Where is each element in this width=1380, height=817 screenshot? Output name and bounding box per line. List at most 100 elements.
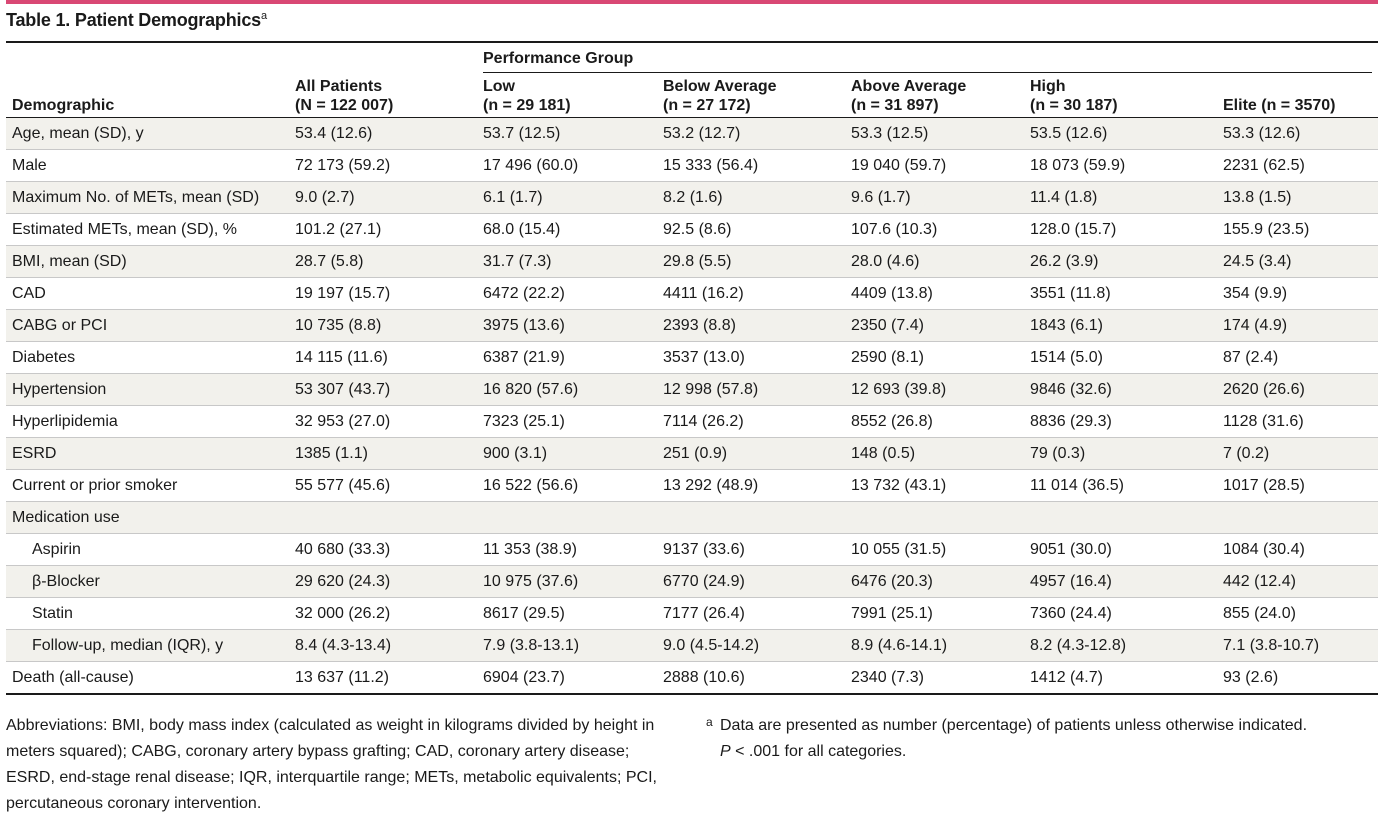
abbreviations-note: Abbreviations: BMI, body mass index (cal… xyxy=(6,717,657,812)
table-cell: 28.0 (4.6) xyxy=(845,245,1024,278)
demographics-table: Performance Group Demographic All Patien… xyxy=(6,43,1378,693)
table-cell: 9846 (32.6) xyxy=(1024,373,1217,406)
table-cell: 9137 (33.6) xyxy=(657,533,845,566)
table-row: Hyperlipidemia 32 953 (27.0) 7323 (25.1) 71… xyxy=(6,405,1378,438)
table-cell: 1128 (31.6) xyxy=(1217,405,1378,438)
table-row: Medication use xyxy=(6,501,1378,534)
row-label: Diabetes xyxy=(6,341,289,374)
table-cell: 2350 (7.4) xyxy=(845,309,1024,342)
table-cell: 7360 (24.4) xyxy=(1024,597,1217,630)
table-cell: 1385 (1.1) xyxy=(289,437,477,470)
table-cell: 13 292 (48.9) xyxy=(657,469,845,502)
table-cell: 10 735 (8.8) xyxy=(289,309,477,342)
row-label: β-Blocker xyxy=(6,565,289,598)
table-cell: 9051 (30.0) xyxy=(1024,533,1217,566)
table-cell: 107.6 (10.3) xyxy=(845,213,1024,246)
table-cell: 11 353 (38.9) xyxy=(477,533,657,566)
table-cell: 155.9 (23.5) xyxy=(1217,213,1378,246)
table-cell: 251 (0.9) xyxy=(657,437,845,470)
table-cell: 2393 (8.8) xyxy=(657,309,845,342)
table-cell: 29.8 (5.5) xyxy=(657,245,845,278)
table-cell xyxy=(657,501,845,534)
table-cell: 4957 (16.4) xyxy=(1024,565,1217,598)
row-label: Hyperlipidemia xyxy=(6,405,289,438)
table-cell: 354 (9.9) xyxy=(1217,277,1378,310)
table-cell: 855 (24.0) xyxy=(1217,597,1378,630)
table-cell: 3537 (13.0) xyxy=(657,341,845,374)
footnote-a-mark: a xyxy=(706,715,713,729)
table-cell: 1017 (28.5) xyxy=(1217,469,1378,502)
table-cell: 87 (2.4) xyxy=(1217,341,1378,374)
table-cell: 93 (2.6) xyxy=(1217,661,1378,693)
table-row: Current or prior smoker 55 577 (45.6) 16 5… xyxy=(6,469,1378,502)
row-label: Maximum No. of METs, mean (SD) xyxy=(6,181,289,214)
table-row: Death (all-cause) 13 637 (11.2) 6904 (23.7… xyxy=(6,661,1378,693)
table-cell: 10 055 (31.5) xyxy=(845,533,1024,566)
footnote-a-text: Data are presented as number (percentage… xyxy=(720,717,1308,734)
table-cell: 12 693 (39.8) xyxy=(845,373,1024,406)
table-cell: 900 (3.1) xyxy=(477,437,657,470)
performance-group-header: Performance Group xyxy=(477,43,1378,73)
table-row: CAD 19 197 (15.7) 6472 (22.2) 4411 (16.2) 44… xyxy=(6,277,1378,310)
footnote-a: a Data are presented as number (percenta… xyxy=(706,713,1366,765)
table-cell: 32 000 (26.2) xyxy=(289,597,477,630)
table-cell: 19 040 (59.7) xyxy=(845,149,1024,182)
table-cell: 6476 (20.3) xyxy=(845,565,1024,598)
table-cell xyxy=(1217,501,1378,534)
row-label: Death (all-cause) xyxy=(6,661,289,693)
table-cell: 442 (12.4) xyxy=(1217,565,1378,598)
header-spacer xyxy=(289,43,477,73)
table-cell: 15 333 (56.4) xyxy=(657,149,845,182)
table-cell: 31.7 (7.3) xyxy=(477,245,657,278)
table-cell: 7 (0.2) xyxy=(1217,437,1378,470)
table-cell: 19 197 (15.7) xyxy=(289,277,477,310)
table-cell: 7.1 (3.8-10.7) xyxy=(1217,629,1378,662)
table-cell: 3551 (11.8) xyxy=(1024,277,1217,310)
table-cell: 2590 (8.1) xyxy=(845,341,1024,374)
table-cell: 148 (0.5) xyxy=(845,437,1024,470)
table-cell: 26.2 (3.9) xyxy=(1024,245,1217,278)
row-label: Medication use xyxy=(6,501,289,534)
table-row: Follow-up, median (IQR), y 8.4 (4.3-13.4)… xyxy=(6,629,1378,662)
table-cell: 53.3 (12.5) xyxy=(845,117,1024,150)
table-row: Aspirin 40 680 (33.3) 11 353 (38.9) 9137 (3… xyxy=(6,533,1378,566)
table-cell xyxy=(1024,501,1217,534)
table-cell: 8836 (29.3) xyxy=(1024,405,1217,438)
table-cell: 53.7 (12.5) xyxy=(477,117,657,150)
table-cell: 7177 (26.4) xyxy=(657,597,845,630)
table-cell: 29 620 (24.3) xyxy=(289,565,477,598)
table-row: CABG or PCI 10 735 (8.8) 3975 (13.6) 2393 (… xyxy=(6,309,1378,342)
table-row: Age, mean (SD), y 53.4 (12.6) 53.7 (12.5) 5… xyxy=(6,117,1378,150)
header-spacer xyxy=(6,43,289,73)
table-cell: 13 637 (11.2) xyxy=(289,661,477,693)
row-label: Male xyxy=(6,149,289,182)
demographics-table-wrapper: Performance Group Demographic All Patien… xyxy=(6,41,1378,695)
row-label: ESRD xyxy=(6,437,289,470)
table-cell: 18 073 (59.9) xyxy=(1024,149,1217,182)
table-cell: 6472 (22.2) xyxy=(477,277,657,310)
table-cell: 79 (0.3) xyxy=(1024,437,1217,470)
table-cell: 2231 (62.5) xyxy=(1217,149,1378,182)
table-cell: 10 975 (37.6) xyxy=(477,565,657,598)
table-cell xyxy=(477,501,657,534)
table-cell: 16 522 (56.6) xyxy=(477,469,657,502)
header-all-patients: All Patients (N = 122 007) xyxy=(289,73,477,118)
table-cell: 53.5 (12.6) xyxy=(1024,117,1217,150)
table-cell: 8.4 (4.3-13.4) xyxy=(289,629,477,662)
table-cell: 4409 (13.8) xyxy=(845,277,1024,310)
table-cell: 14 115 (11.6) xyxy=(289,341,477,374)
table-cell: 7.9 (3.8-13.1) xyxy=(477,629,657,662)
table-cell: 128.0 (15.7) xyxy=(1024,213,1217,246)
header-low: Low (n = 29 181) xyxy=(477,73,657,118)
table-bottom-rule xyxy=(6,693,1378,695)
table-cell: 1084 (30.4) xyxy=(1217,533,1378,566)
table-cell: 6.1 (1.7) xyxy=(477,181,657,214)
table-row: BMI, mean (SD) 28.7 (5.8) 31.7 (7.3) 29.8 (… xyxy=(6,245,1378,278)
header-below-average: Below Average (n = 27 172) xyxy=(657,73,845,118)
table-row: Diabetes 14 115 (11.6) 6387 (21.9) 3537 (13… xyxy=(6,341,1378,374)
table-cell: 55 577 (45.6) xyxy=(289,469,477,502)
table-cell: 53 307 (43.7) xyxy=(289,373,477,406)
table-cell: 8617 (29.5) xyxy=(477,597,657,630)
table-cell xyxy=(289,501,477,534)
table-cell: 9.0 (2.7) xyxy=(289,181,477,214)
